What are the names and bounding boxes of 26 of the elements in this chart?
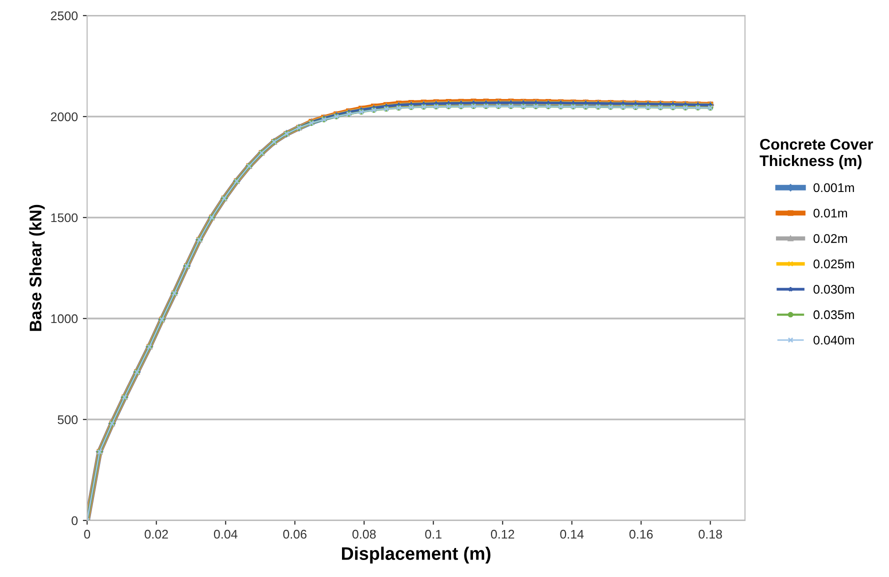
legend-label: 0.040m [814, 336, 854, 345]
legend-label: 0.035m [814, 310, 854, 320]
y-tick-label: 2000 [50, 112, 78, 122]
x-tick-label: 0.08 [352, 530, 376, 539]
x-axis-title: Displacement (m) [342, 546, 490, 564]
x-tick-label: 0.16 [629, 530, 653, 539]
x-tick-label: 0.18 [698, 530, 722, 539]
x-tick-label: 0.1 [425, 530, 442, 539]
x-tick-label: 0.14 [560, 530, 584, 539]
legend-label: 0.02m [814, 234, 847, 243]
x-tick-label: 0.04 [214, 530, 238, 539]
y-tick-label: 2500 [50, 11, 78, 20]
x-tick-label: 0.02 [144, 530, 168, 539]
legend-title: Concrete Cover Thickness (m) [760, 138, 874, 170]
legend-label: 0.030m [814, 284, 854, 294]
y-tick-label: 0 [72, 516, 78, 526]
y-tick-label: 1000 [51, 314, 78, 324]
x-tick-label: 0.12 [490, 530, 514, 539]
y-tick-label: 500 [58, 415, 78, 424]
y-tick-label: 1500 [51, 213, 78, 222]
y-axis-title: Base Shear (kN) [29, 204, 45, 331]
x-tick-label: 0.06 [283, 530, 306, 539]
x-tick-label: 0 [84, 530, 90, 539]
legend-label: 0.001m [814, 183, 854, 192]
legend-label: 0.01m [814, 208, 847, 218]
legend-label: 0.025m [814, 260, 854, 268]
